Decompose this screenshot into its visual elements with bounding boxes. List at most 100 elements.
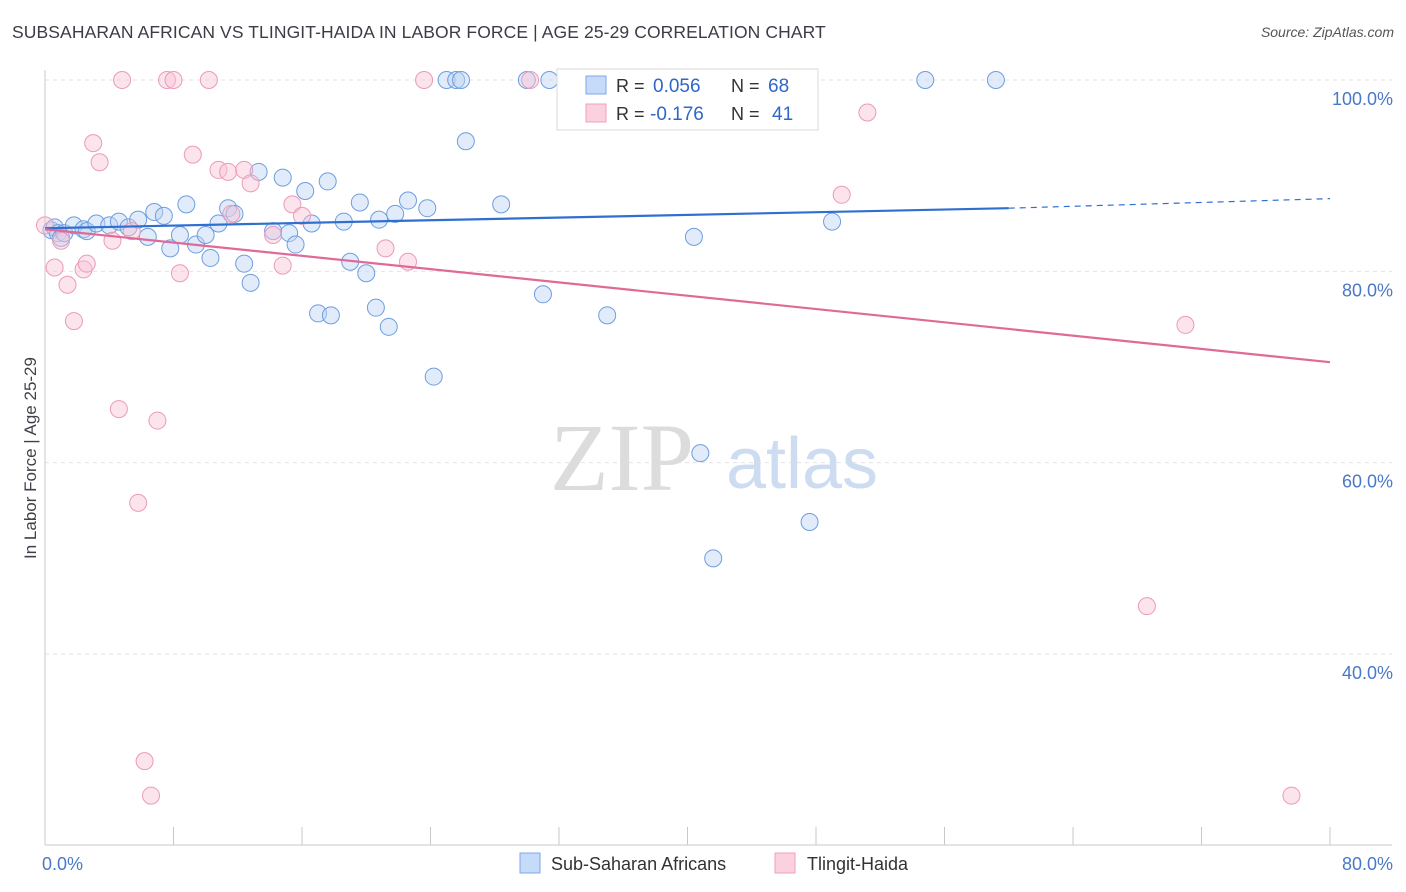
data-point [241, 273, 260, 292]
data-point [177, 195, 196, 214]
axes [44, 70, 1392, 846]
data-point [1282, 786, 1301, 805]
data-point [235, 254, 254, 273]
data-point [916, 71, 935, 89]
trend-line-sub-saharan [44, 207, 1009, 230]
data-point [36, 216, 54, 235]
y-tick-labels: 40.0% 60.0% 80.0% 100.0% [1332, 89, 1393, 683]
data-point [832, 185, 851, 204]
x-tick-label-max: 80.0% [1342, 854, 1393, 874]
data-point [350, 193, 369, 212]
data-point [533, 285, 552, 304]
data-point [598, 306, 617, 325]
data-point [161, 239, 180, 258]
data-point [704, 549, 723, 568]
legend-n-value-1: 68 [768, 76, 789, 97]
watermark-zip: ZIP [550, 404, 694, 511]
data-point [800, 512, 819, 531]
data-point [64, 312, 83, 331]
data-point [424, 367, 443, 386]
data-point [521, 71, 540, 89]
legend-n-label-2: N = [731, 104, 760, 124]
legend-r-label-2: R = [616, 104, 645, 124]
data-point [201, 248, 220, 267]
trend-lines [44, 198, 1331, 364]
data-point [158, 71, 177, 89]
data-point [90, 153, 109, 172]
gridlines [45, 79, 1392, 655]
data-point [1176, 315, 1195, 334]
data-point [273, 168, 292, 187]
data-point [196, 225, 215, 244]
data-point [113, 71, 132, 89]
data-point [492, 195, 511, 214]
data-point [376, 239, 395, 258]
data-point [273, 256, 292, 275]
legend-r-value-2: -0.176 [650, 104, 704, 125]
watermark: ZIP atlas [550, 404, 878, 511]
legend-bottom-label-sub-saharan: Sub-Saharan Africans [551, 854, 726, 874]
data-point [447, 71, 466, 89]
data-point [170, 225, 189, 244]
data-point [100, 216, 119, 235]
legend-n-value-2: 41 [772, 104, 793, 125]
data-point [219, 162, 238, 181]
data-point [129, 210, 148, 229]
data-point [321, 306, 340, 325]
data-point [386, 204, 405, 223]
legend-n-label-1: N = [731, 76, 760, 96]
data-point [293, 206, 311, 225]
data-point [283, 195, 302, 214]
data-point [74, 260, 93, 279]
watermark-atlas: atlas [726, 424, 878, 504]
trend-line-tlingit [44, 228, 1331, 364]
data-point [986, 71, 1005, 89]
data-point [357, 264, 376, 283]
data-point [399, 191, 418, 210]
data-point [452, 71, 471, 89]
data-point [138, 227, 157, 246]
legend-series: Sub-Saharan Africans Tlingit-Haida [519, 852, 909, 874]
data-point [684, 227, 703, 246]
data-point [370, 210, 389, 229]
chart-title: SUBSAHARAN AFRICAN VS TLINGIT-HAIDA IN L… [12, 22, 826, 42]
y-tick-label: 100.0% [1332, 89, 1393, 109]
data-point [691, 444, 710, 463]
data-point [1137, 597, 1156, 616]
data-point [264, 225, 283, 244]
data-point [164, 71, 183, 89]
data-point [129, 493, 148, 512]
data-point [296, 181, 315, 200]
data-point [456, 132, 475, 151]
data-point [148, 411, 167, 430]
legend-r-value-1: 0.056 [653, 76, 701, 97]
x-tick-label-min: 0.0% [42, 854, 83, 874]
data-point [286, 235, 305, 254]
data-point [858, 103, 877, 122]
legend-bottom-label-tlingit: Tlingit-Haida [807, 854, 909, 874]
data-point [366, 298, 385, 317]
y-tick-label: 40.0% [1342, 663, 1393, 683]
legend-bottom-swatch-tlingit [774, 852, 796, 874]
x-tick-labels: 0.0% 80.0% [42, 854, 1393, 874]
y-tick-label: 60.0% [1342, 472, 1393, 492]
data-point [45, 258, 64, 277]
data-point [318, 172, 337, 191]
y-tick-label: 80.0% [1342, 280, 1393, 300]
legend-bottom-swatch-sub-saharan [519, 852, 541, 874]
legend-swatch-tlingit [585, 103, 607, 123]
data-point [109, 400, 128, 419]
data-point [170, 264, 189, 283]
data-point [77, 254, 96, 273]
data-point [823, 212, 842, 231]
data-point [183, 145, 202, 164]
data-point [154, 206, 173, 225]
y-axis-label: In Labor Force | Age 25-29 [21, 357, 40, 559]
data-point [415, 71, 434, 89]
data-point [418, 199, 437, 218]
data-point [142, 786, 161, 805]
source-credit: Source: ZipAtlas.com [1260, 24, 1394, 40]
data-point [84, 134, 103, 153]
legend-r-label-1: R = [616, 76, 645, 96]
